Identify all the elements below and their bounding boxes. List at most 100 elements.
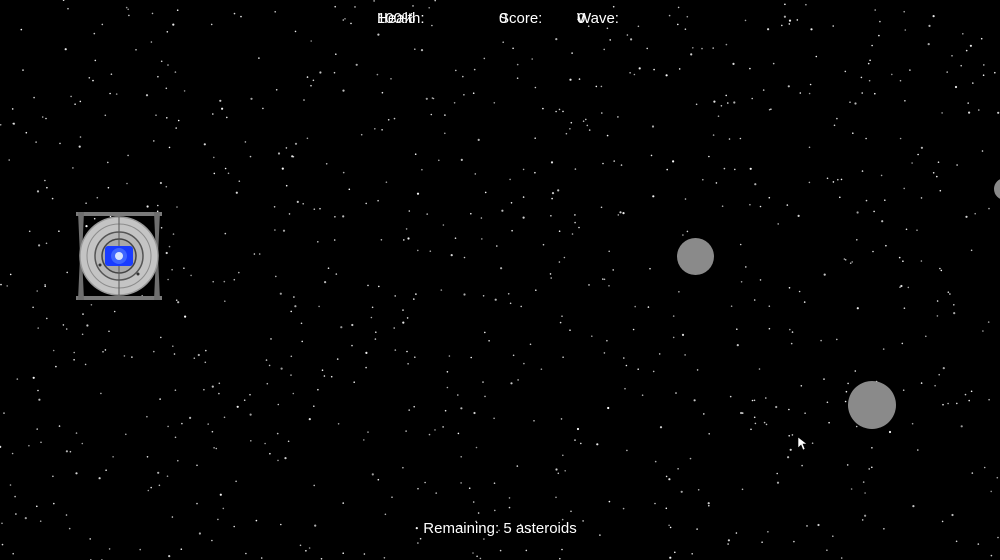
- star: [899, 137, 902, 140]
- star: [649, 267, 651, 270]
- star: [903, 10, 905, 13]
- star: [899, 286, 901, 289]
- star: [112, 456, 114, 458]
- star: [407, 237, 410, 240]
- star: [450, 254, 453, 257]
- star: [419, 537, 422, 540]
- star: [53, 502, 55, 505]
- star: [306, 137, 309, 140]
- star: [84, 363, 87, 366]
- star: [692, 47, 694, 49]
- star: [181, 422, 183, 425]
- star: [971, 472, 974, 474]
- star: [534, 171, 536, 174]
- star: [606, 339, 608, 342]
- star: [951, 513, 954, 517]
- star: [45, 242, 48, 245]
- star: [41, 116, 44, 118]
- star: [174, 436, 177, 439]
- star: [686, 15, 689, 18]
- star: [0, 445, 2, 448]
- star: [457, 432, 460, 435]
- star: [190, 274, 192, 277]
- star: [654, 502, 656, 505]
- star: [424, 481, 426, 484]
- star: [313, 405, 315, 408]
- star: [849, 101, 851, 103]
- star: [968, 111, 971, 114]
- star: [463, 256, 466, 259]
- star: [260, 557, 263, 559]
- star: [365, 366, 367, 369]
- star: [93, 217, 96, 220]
- star: [171, 268, 173, 271]
- star: [703, 413, 705, 415]
- star: [684, 198, 687, 200]
- spaceship-icon[interactable]: [74, 210, 164, 302]
- star: [941, 112, 943, 114]
- star: [953, 304, 955, 306]
- star: [426, 213, 429, 215]
- star: [160, 60, 163, 63]
- star: [52, 349, 55, 352]
- star: [823, 273, 826, 276]
- star: [9, 273, 12, 276]
- star: [739, 243, 742, 246]
- star: [509, 178, 511, 181]
- star: [753, 399, 756, 402]
- star: [176, 206, 178, 208]
- star: [555, 468, 558, 471]
- star: [925, 335, 927, 338]
- star: [233, 525, 235, 528]
- star: [690, 53, 693, 56]
- star: [932, 15, 935, 18]
- star: [978, 109, 980, 111]
- star: [165, 185, 168, 188]
- star: [351, 323, 354, 327]
- star: [912, 505, 915, 508]
- star: [729, 395, 732, 398]
- star: [463, 94, 465, 96]
- star: [715, 182, 718, 184]
- star: [888, 430, 892, 434]
- star: [864, 492, 866, 494]
- star: [37, 389, 39, 392]
- star: [955, 540, 958, 543]
- star: [696, 369, 699, 371]
- star: [36, 290, 38, 292]
- star: [871, 447, 873, 449]
- star: [158, 484, 161, 487]
- star: [377, 33, 380, 36]
- star: [203, 388, 205, 391]
- star: [569, 329, 571, 332]
- star: [24, 517, 27, 520]
- star: [861, 92, 863, 94]
- star: [105, 469, 107, 472]
- star: [211, 539, 213, 542]
- star: [238, 180, 241, 182]
- star: [852, 132, 854, 134]
- star: [587, 25, 590, 28]
- star: [365, 351, 368, 354]
- star: [586, 124, 589, 127]
- star: [174, 389, 177, 392]
- star: [672, 160, 675, 163]
- star: [279, 292, 282, 295]
- star: [754, 422, 757, 425]
- star: [874, 92, 876, 95]
- star: [761, 541, 763, 543]
- star: [826, 177, 829, 180]
- star: [176, 9, 179, 11]
- star: [65, 514, 68, 516]
- star: [38, 398, 41, 401]
- star: [458, 524, 462, 528]
- star: [249, 393, 251, 396]
- star: [638, 67, 641, 70]
- star: [920, 260, 923, 262]
- star: [928, 24, 931, 27]
- star: [789, 328, 791, 331]
- star: [22, 69, 24, 71]
- star: [402, 321, 405, 324]
- star: [12, 552, 14, 555]
